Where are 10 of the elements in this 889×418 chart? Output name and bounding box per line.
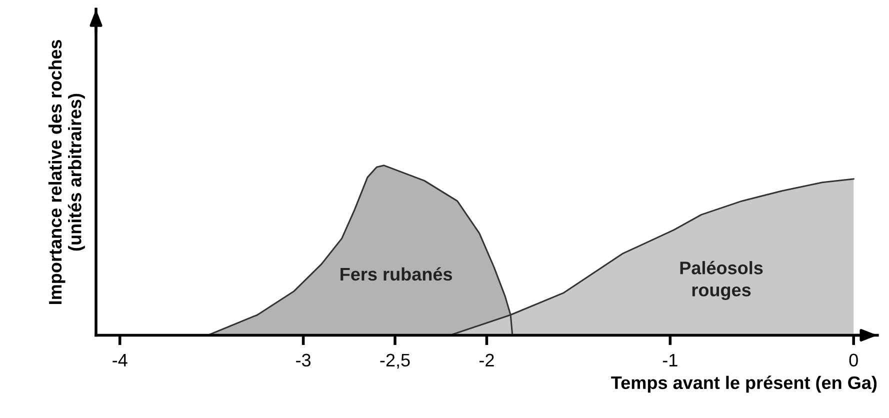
x-axis-title: Temps avant le présent (en Ga): [611, 376, 877, 393]
x-tick-label: -1: [662, 354, 678, 366]
x-tick-label: 0: [849, 354, 858, 367]
series-label: Paléosols rouges: [680, 260, 763, 300]
y-axis-title: Importance relative des roches (unités arbitraires): [48, 40, 85, 304]
x-tick-label: -2: [480, 354, 494, 366]
x-tick-label: -3: [296, 354, 311, 367]
series-label: Fers rubanés: [340, 267, 452, 281]
x-tick-label: -4: [112, 354, 128, 366]
x-tick-label: -2,5: [380, 354, 410, 369]
